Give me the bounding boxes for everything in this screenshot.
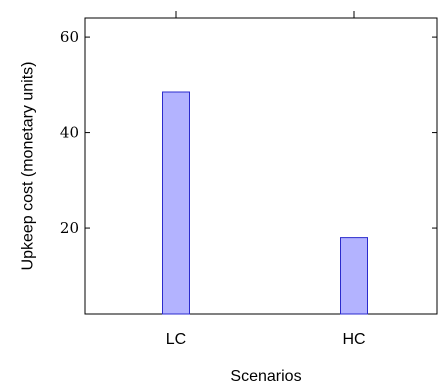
x-axis-ticks: LC HC — [166, 11, 366, 348]
bar-lc — [162, 91, 190, 315]
x-tick-label-hc: HC — [342, 331, 365, 348]
y-axis-label: Upkeep cost (monetary units) — [20, 62, 37, 271]
bars — [162, 91, 368, 315]
y-tick-label: 20 — [60, 219, 79, 237]
plot-area-frame — [84, 17, 438, 315]
y-tick-label: 60 — [60, 28, 79, 46]
bar-hc — [340, 237, 368, 315]
x-axis-label: Scenarios — [230, 368, 301, 385]
y-axis-ticks: 20 40 60 — [60, 28, 437, 237]
x-tick-label-lc: LC — [166, 331, 186, 348]
y-tick-label: 40 — [60, 124, 79, 142]
